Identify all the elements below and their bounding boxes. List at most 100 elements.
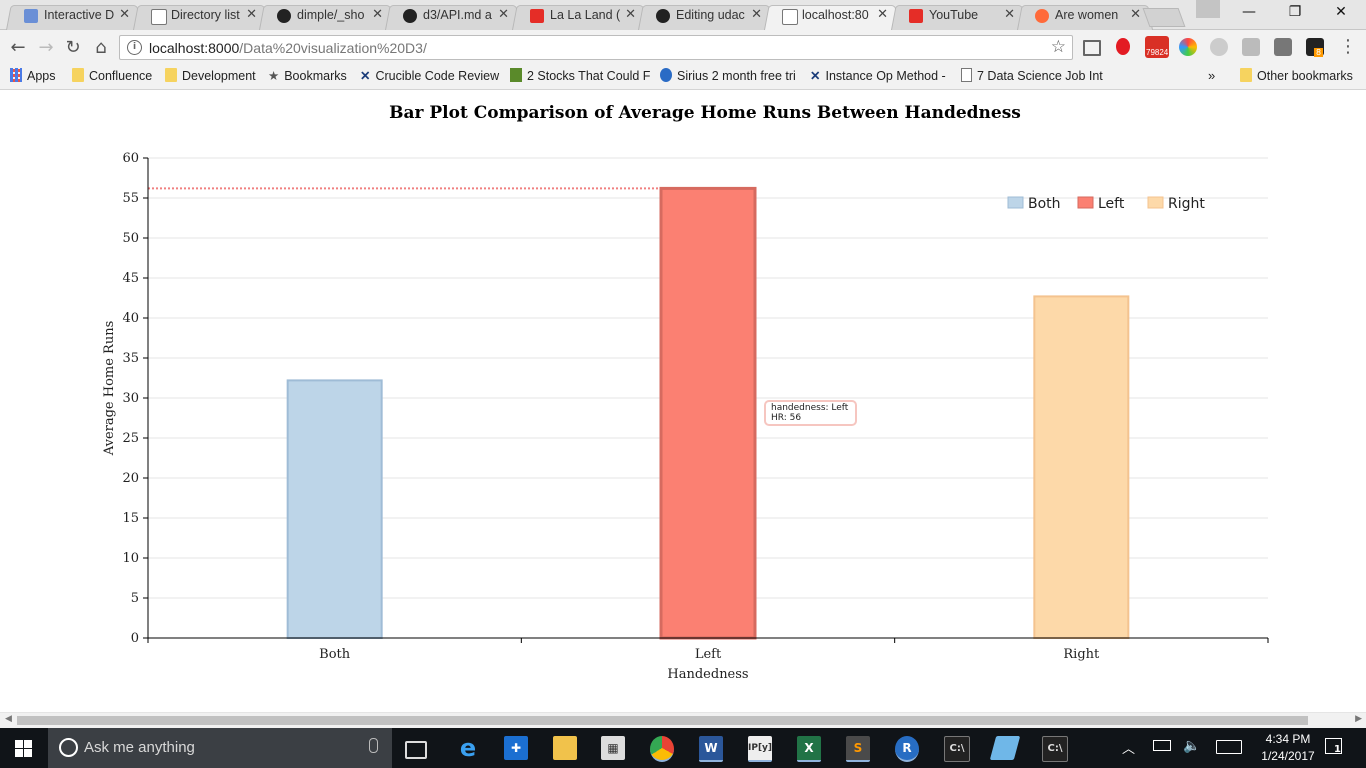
browser-tab[interactable]: Interactive D ✕ (6, 3, 142, 30)
file-explorer-icon[interactable] (553, 736, 577, 760)
tab-close-icon[interactable]: ✕ (751, 7, 762, 22)
show-hidden-icons[interactable]: ︿ (1122, 742, 1136, 757)
legend-label: Both (1028, 196, 1061, 212)
tab-close-icon[interactable]: ✕ (246, 7, 257, 22)
browser-tab[interactable]: YouTube ✕ (891, 3, 1027, 30)
bookmark-sirius[interactable]: Sirius 2 month free tri (660, 68, 796, 83)
maximize-button[interactable]: ❐ (1288, 4, 1302, 20)
battery-icon[interactable] (1153, 740, 1171, 751)
tab-close-icon[interactable]: ✕ (119, 7, 130, 22)
taskbar-clock[interactable]: 4:34 PM 1/24/2017 (1258, 731, 1318, 765)
horizontal-scrollbar[interactable]: ◀ ▶ (0, 712, 1366, 728)
browser-tab[interactable]: dimple/_sho ✕ (259, 3, 395, 30)
y-tick-label: 0 (131, 631, 139, 646)
volume-icon[interactable]: 🔈 (1183, 738, 1201, 754)
scroll-right-icon[interactable]: ▶ (1355, 714, 1362, 724)
tab-close-icon[interactable]: ✕ (1130, 7, 1141, 22)
home-icon[interactable]: ⌂ (95, 37, 107, 58)
r-icon[interactable]: R (895, 736, 919, 762)
ipython-icon[interactable]: IP[y] (748, 736, 772, 762)
menu-icon[interactable]: ⋮ (1339, 36, 1357, 57)
amazon-icon[interactable]: 8 (1306, 38, 1324, 57)
skype-icon[interactable] (1210, 38, 1228, 56)
close-window-button[interactable]: ✕ (1335, 4, 1347, 20)
sublime-icon[interactable]: S (846, 736, 870, 762)
reload-icon[interactable]: ↻ (65, 37, 81, 58)
bookmarks-overflow[interactable]: » (1208, 68, 1216, 83)
clock-date: 1/24/2017 (1261, 749, 1315, 763)
back-icon[interactable]: ← (10, 37, 26, 58)
store-icon[interactable]: ▦ (601, 736, 625, 760)
tab-close-icon[interactable]: ✕ (498, 7, 509, 22)
image-extension-icon[interactable] (1242, 38, 1260, 56)
notepad-icon[interactable] (989, 736, 1021, 760)
color-picker-icon[interactable] (1179, 38, 1197, 56)
tab-strip: Interactive D ✕ Directory list ✕ dimple/_sho… (0, 0, 1366, 30)
folder-icon (165, 68, 177, 82)
browser-tab[interactable]: d3/API.md a ✕ (385, 3, 521, 30)
task-view-icon[interactable] (405, 741, 427, 759)
taskbar-search[interactable]: Ask me anything (48, 728, 392, 768)
bookmark-development[interactable]: Development (165, 68, 256, 83)
bookmark-bookmarks[interactable]: ★ Bookmarks (268, 68, 347, 83)
tab-close-icon[interactable]: ✕ (1004, 7, 1015, 22)
opera-icon[interactable] (1116, 38, 1130, 55)
bookmark-data-science[interactable]: 7 Data Science Job Int (961, 68, 1103, 83)
scroll-left-icon[interactable]: ◀ (5, 714, 12, 724)
bookmarks-bar: Apps Confluence Development ★ Bookmarks ✕… (0, 64, 1366, 90)
browser-tab[interactable]: Are women ✕ (1017, 3, 1153, 30)
microphone-icon[interactable] (369, 738, 378, 753)
bar-right (1033, 295, 1130, 639)
profile-icon[interactable] (1196, 0, 1220, 18)
bookmark-crucible[interactable]: ✕ Crucible Code Review (360, 68, 499, 83)
mail-count-badge: 79824 (1146, 48, 1169, 57)
y-tick-label: 40 (122, 311, 139, 326)
github-favicon (277, 9, 291, 23)
bookmark-apps[interactable]: Apps (10, 68, 56, 83)
x-tick-label: Both (319, 647, 351, 662)
tab-close-icon[interactable]: ✕ (372, 7, 383, 22)
terminal-icon[interactable]: C:\ (944, 736, 970, 762)
tooltip-line-2: HR: 56 (771, 413, 802, 423)
terminal-icon[interactable]: C:\ (1042, 736, 1068, 762)
browser-toolbar: ← → ↻ ⌂ i localhost:8000/Data%20visualiz… (0, 30, 1366, 64)
forward-icon[interactable]: → (38, 37, 54, 58)
browser-tab[interactable]: localhost:80 ✕ (764, 3, 900, 30)
scrollbar-thumb[interactable] (17, 716, 1308, 725)
browser-tab[interactable]: Editing udac ✕ (638, 3, 774, 30)
info-icon[interactable]: i (127, 40, 142, 55)
bookmark-label: Apps (27, 69, 56, 83)
new-tab-button[interactable] (1142, 8, 1186, 27)
bar-both (286, 379, 383, 639)
page-content: Bar Plot Comparison of Average Home Runs… (0, 90, 1366, 712)
address-bar[interactable]: i localhost:8000/Data%20visualization%20… (119, 35, 1073, 60)
bookmark-stocks[interactable]: 2 Stocks That Could F (510, 68, 650, 83)
bookmark-instance-op[interactable]: ✕ Instance Op Method - (810, 68, 946, 83)
excel-icon[interactable]: X (797, 736, 821, 762)
bookmark-star-icon[interactable]: ☆ (1050, 37, 1066, 57)
action-center-icon[interactable]: 1 (1325, 738, 1342, 755)
chrome-icon[interactable] (650, 736, 674, 762)
sirius-icon (660, 68, 672, 82)
cast-icon[interactable] (1083, 40, 1101, 56)
start-button[interactable] (15, 740, 32, 757)
browser-tab[interactable]: Directory list ✕ (133, 3, 269, 30)
bookmark-label: Development (182, 69, 256, 83)
browser-tab[interactable]: La La Land (✕ (512, 3, 648, 30)
bookmark-confluence[interactable]: Confluence (72, 68, 152, 83)
y-axis: 0 5 10 15 20 25 30 35 40 45 50 55 60 (122, 151, 149, 646)
tab-close-icon[interactable]: ✕ (625, 7, 636, 22)
bar-tooltip: handedness: Left HR: 56 (764, 400, 857, 426)
gmail-icon[interactable]: 79824 (1145, 36, 1169, 58)
bookmark-label: Instance Op Method - (825, 69, 946, 83)
y-tick-label: 60 (122, 151, 139, 166)
extension-icon[interactable] (1274, 38, 1292, 56)
y-tick-label: 50 (122, 231, 139, 246)
edge-icon[interactable]: e (459, 734, 477, 762)
keyboard-icon[interactable] (1216, 740, 1242, 754)
other-bookmarks[interactable]: Other bookmarks (1240, 68, 1353, 83)
minimize-button[interactable]: — (1242, 4, 1256, 20)
word-icon[interactable]: W (699, 736, 723, 762)
defender-icon[interactable]: ✚ (504, 736, 528, 760)
tab-close-icon[interactable]: ✕ (877, 7, 888, 22)
